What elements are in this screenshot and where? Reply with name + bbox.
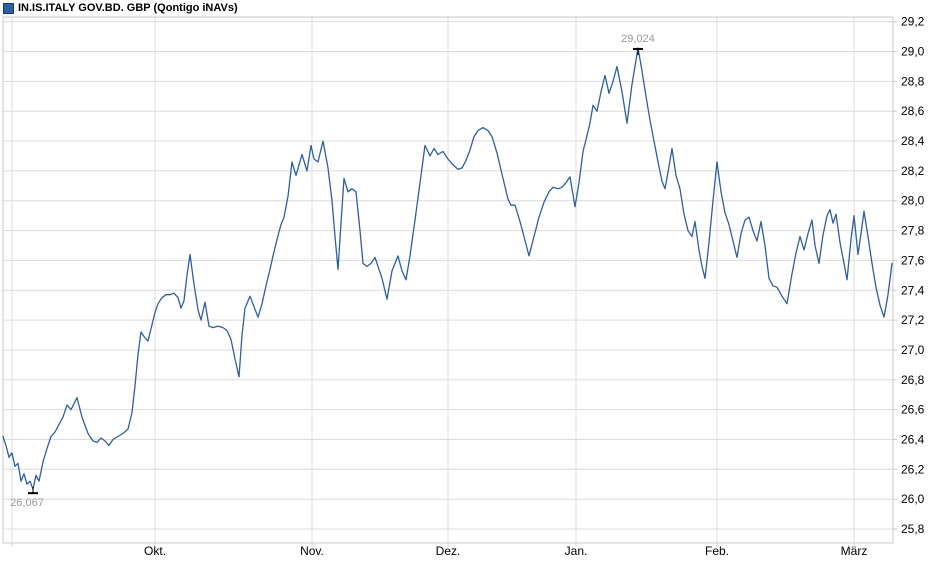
y-axis-label: 28,4 (901, 134, 925, 148)
y-axis-label: 26,6 (901, 403, 925, 417)
legend-square-icon (3, 3, 14, 14)
x-axis-label: Nov. (300, 544, 324, 558)
x-axis-label: Feb. (705, 544, 729, 558)
y-axis-label: 27,0 (901, 343, 925, 357)
chart-title: IN.IS.ITALY GOV.BD. GBP (Qontigo iNAVs) (18, 2, 238, 14)
x-axis-label: Okt. (144, 544, 166, 558)
y-axis-label: 26,8 (901, 373, 925, 387)
y-axis-label: 29,0 (901, 45, 925, 59)
y-axis-label: 27,2 (901, 313, 925, 327)
y-axis-label: 25,8 (901, 522, 925, 536)
y-axis-label: 26,2 (901, 462, 925, 476)
price-line (2, 47, 893, 490)
y-axis-label: 28,8 (901, 74, 925, 88)
x-axis-label: Dez. (436, 544, 461, 558)
y-axis-label: 26,0 (901, 492, 925, 506)
y-axis-label: 27,6 (901, 253, 925, 267)
max-value-label: 29,024 (621, 33, 655, 45)
min-value-label: 26,067 (10, 497, 44, 509)
chart-legend: IN.IS.ITALY GOV.BD. GBP (Qontigo iNAVs) (3, 2, 238, 14)
x-axis-label: Jan. (565, 544, 588, 558)
y-axis-label: 28,6 (901, 104, 925, 118)
y-axis-label: 28,0 (901, 194, 925, 208)
y-axis-label: 26,4 (901, 432, 925, 446)
x-axis-label: März (841, 544, 868, 558)
plot-frame (2, 16, 894, 544)
y-axis-label: 27,8 (901, 224, 925, 238)
y-axis-label: 27,4 (901, 283, 925, 297)
y-axis-label: 28,2 (901, 164, 925, 178)
y-axis-label: 29,2 (901, 15, 925, 29)
